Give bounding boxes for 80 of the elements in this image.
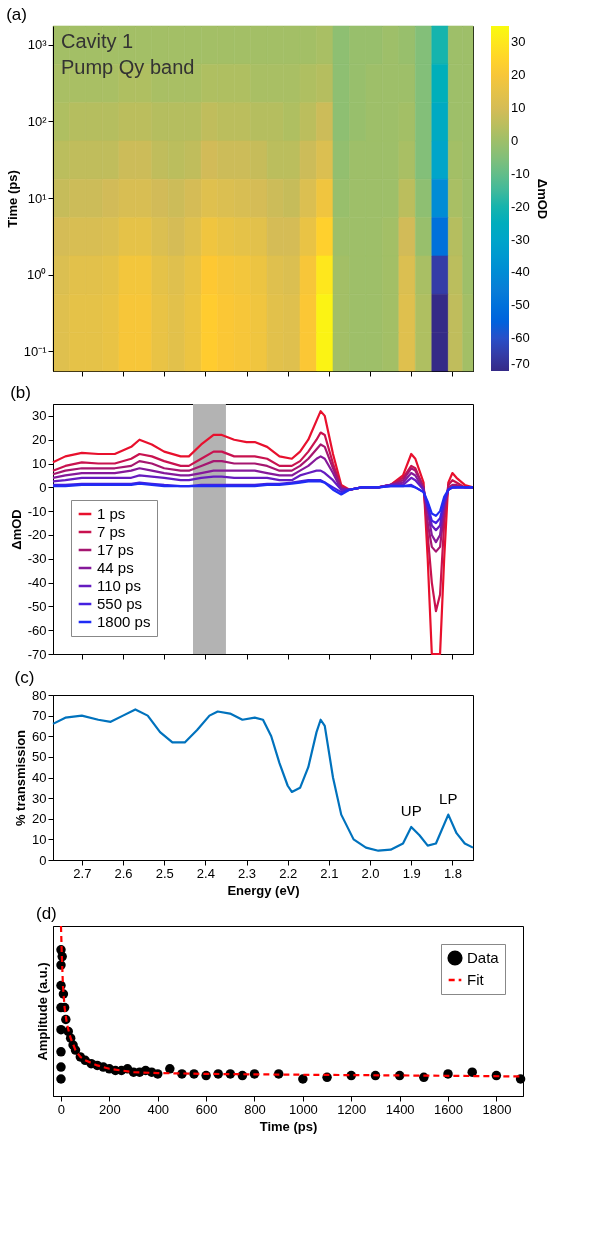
chart-title: (c) bbox=[14, 668, 35, 687]
chart-title: (b) bbox=[10, 383, 31, 402]
y-tick-label: 20 bbox=[32, 432, 47, 448]
y-tick-label: 50 bbox=[32, 749, 47, 765]
x-tick-label: 1200 bbox=[337, 1101, 367, 1117]
x-tick-label: 1.9 bbox=[402, 865, 421, 881]
color-bar-label: -20 bbox=[511, 198, 530, 214]
y-tick-label: 10³ bbox=[27, 37, 48, 53]
y-tick-label: 10⁻¹ bbox=[23, 343, 48, 359]
chart-title: (a) bbox=[6, 4, 27, 24]
x-tick-label: 2.2 bbox=[279, 865, 298, 881]
y-axis-title: Amplitude (a.u.) bbox=[34, 962, 50, 1061]
color-bar-label: 0 bbox=[511, 133, 519, 148]
legend-label: Data bbox=[467, 949, 500, 966]
x-tick-label: 2.3 bbox=[237, 865, 257, 881]
y-tick-label: 40 bbox=[32, 770, 47, 785]
x-tick-label: 2.0 bbox=[361, 865, 380, 881]
y-tick-label: 0 bbox=[39, 479, 47, 495]
legend-label: 1 ps bbox=[97, 505, 126, 522]
y-tick-label: -40 bbox=[27, 575, 47, 591]
x-axis-title: Time (ps) bbox=[259, 1118, 318, 1134]
x-tick-label: 600 bbox=[195, 1101, 218, 1117]
y-tick-label: 30 bbox=[32, 408, 47, 424]
color-bar-label: 10 bbox=[511, 100, 526, 116]
y-axis-title: Time (ps) bbox=[4, 170, 20, 228]
legend-label: 44 ps bbox=[97, 559, 134, 576]
color-bar-label: -50 bbox=[511, 297, 530, 313]
y-tick-label: -50 bbox=[27, 598, 47, 614]
y-tick-label: 10⁰ bbox=[27, 267, 47, 283]
color-bar-label: -30 bbox=[511, 231, 530, 247]
color-bar-label: -70 bbox=[511, 356, 530, 371]
color-bar-label: -40 bbox=[511, 264, 530, 280]
x-tick-label: 1000 bbox=[288, 1101, 318, 1117]
color-bar-label: -10 bbox=[511, 165, 530, 181]
x-tick-label: 2.4 bbox=[196, 865, 215, 881]
y-tick-label: -30 bbox=[27, 551, 47, 567]
annotation: UP bbox=[400, 802, 422, 819]
x-tick-label: 1800 bbox=[482, 1101, 512, 1117]
x-tick-label: 2.7 bbox=[73, 865, 92, 881]
y-tick-label: 10¹ bbox=[27, 190, 48, 206]
legend-label: 17 ps bbox=[97, 541, 134, 558]
legend-label: 1800 ps bbox=[97, 613, 151, 630]
y-tick-label: -10 bbox=[27, 503, 47, 519]
annotation: LP bbox=[439, 789, 458, 807]
y-tick-label: 60 bbox=[32, 728, 47, 744]
x-axis-title: Energy (eV) bbox=[227, 882, 300, 898]
x-tick-label: 400 bbox=[147, 1101, 170, 1117]
x-tick-label: 2.5 bbox=[155, 865, 174, 881]
y-axis-title: ΔmOD bbox=[8, 509, 24, 550]
color-bar-label: 20 bbox=[511, 67, 526, 83]
x-tick-label: 0 bbox=[57, 1101, 66, 1117]
y-tick-label: -20 bbox=[27, 527, 47, 543]
chart-title: (d) bbox=[36, 903, 57, 923]
color-bar-label: 30 bbox=[511, 34, 526, 50]
y-tick-label: 30 bbox=[32, 790, 47, 806]
y-tick-label: 10² bbox=[27, 113, 48, 129]
legend-label: Fit bbox=[467, 971, 485, 988]
y-tick-label: 80 bbox=[32, 687, 47, 703]
legend-label: 7 ps bbox=[97, 523, 126, 540]
y-tick-label: 20 bbox=[32, 811, 47, 827]
y-tick-label: 0 bbox=[39, 852, 47, 868]
color-bar-title: ΔmOD bbox=[535, 178, 550, 220]
y-tick-label: -70 bbox=[27, 646, 47, 662]
y-tick-label: 70 bbox=[32, 708, 47, 724]
x-tick-label: 800 bbox=[244, 1101, 266, 1117]
legend-label: 550 ps bbox=[97, 595, 143, 612]
x-tick-label: 1600 bbox=[434, 1101, 463, 1117]
x-tick-label: 1.8 bbox=[443, 865, 462, 881]
annotation: Pump Qy band bbox=[61, 56, 195, 78]
y-tick-label: 10 bbox=[32, 456, 47, 472]
x-tick-label: 1400 bbox=[385, 1101, 415, 1117]
y-tick-label: -60 bbox=[27, 622, 47, 638]
annotation: Cavity 1 bbox=[61, 30, 134, 52]
y-axis-title: % transmission bbox=[13, 729, 29, 827]
x-tick-label: 200 bbox=[99, 1101, 121, 1117]
x-tick-label: 2.1 bbox=[320, 865, 339, 881]
legend-label: 110 ps bbox=[97, 577, 141, 594]
x-tick-label: 2.6 bbox=[114, 865, 133, 881]
color-bar-label: -60 bbox=[511, 330, 530, 346]
y-tick-label: 10 bbox=[32, 831, 47, 847]
